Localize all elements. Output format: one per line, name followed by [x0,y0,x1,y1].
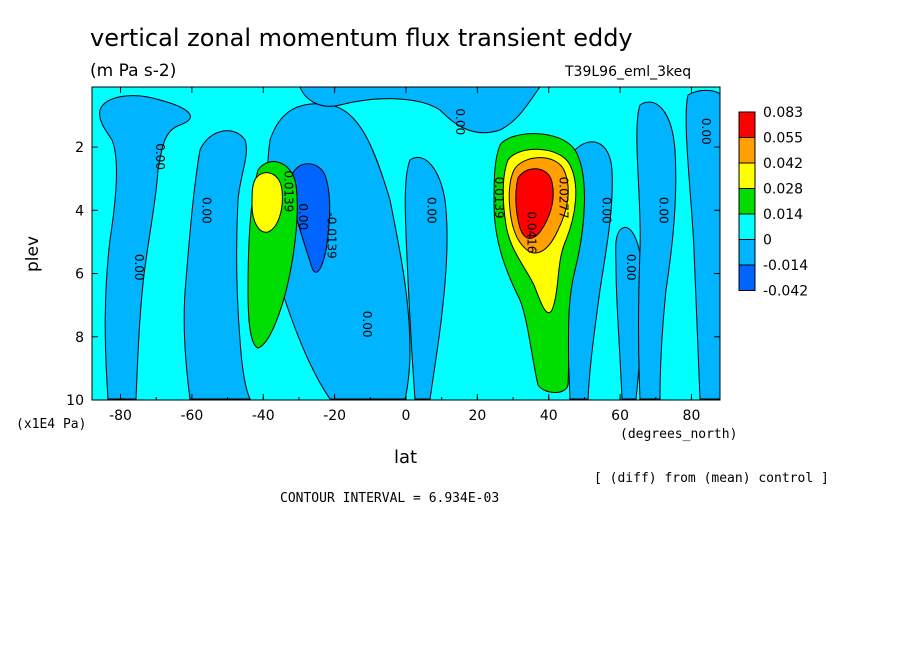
x-tick-label: -40 [252,408,275,424]
run-label: T39L96_eml_3keq [564,64,691,80]
neg-region-sh-mid [183,130,251,400]
neg-region-sh-polar [99,95,191,400]
y-axis-units: (x1E4 Pa) [16,417,86,432]
positive-regions-sh [247,161,298,349]
x-tick-label: 60 [611,408,629,424]
colorbar-label: 0.042 [763,156,803,172]
neg-region-nh-70 [636,101,677,400]
x-axis-units: (degrees_north) [620,427,737,442]
y-axis-title: plev [23,236,43,272]
colorbar-swatch [738,162,756,189]
colorbar-swatch [738,188,756,215]
neg-region-nh-polar [685,89,721,400]
colorbar: 0.083 0.055 0.042 0.028 0.014 0 -0.014 -0.042 [738,105,808,300]
colorbar-label: -0.014 [763,258,808,274]
contour-label: 0.00 [296,203,310,230]
colorbar-label: 0.083 [763,105,803,121]
x-tick-label: 0 [402,408,411,424]
nh-red-core [515,168,554,239]
contour-label: 0.00 [599,197,613,224]
contour-label: 0.00 [453,108,467,135]
contour-interval: CONTOUR INTERVAL = 6.934E-03 [280,491,499,506]
strong-neg-core-sh [291,163,331,273]
y-axis: 2 4 6 8 10 [66,140,720,409]
contour-label: 0.00 [424,197,438,224]
contour-label: 0.00 [360,311,374,338]
x-tick-label: 40 [540,408,558,424]
contour-label: 0.0416 [524,211,538,253]
y-tick-label: 8 [75,330,84,346]
x-axis-title: lat [394,447,417,468]
negative-regions [99,86,721,400]
diff-note: [ (diff) from (mean) control ] [594,471,829,486]
contour-label: 0.00 [624,254,638,281]
x-tick-label: -20 [323,408,346,424]
contour-label: -0.0139 [325,212,339,258]
contour-label: 0.00 [699,118,713,145]
x-tick-label: -80 [109,408,132,424]
x-tick-label: 80 [683,408,701,424]
contour-label: 0.00 [200,197,214,224]
positive-regions-nh [493,133,585,393]
y-tick-label: 10 [66,393,84,409]
y-tick-label: 2 [75,140,84,156]
colorbar-swatch [738,137,756,164]
y-tick-label: 6 [75,267,84,283]
contour-label: 0.0277 [556,177,570,219]
colorbar-swatch [738,213,756,240]
x-tick-label: 20 [468,408,486,424]
neg-region-eq [404,157,448,400]
colorbar-swatch [738,111,756,138]
colorbar-swatch [738,264,756,291]
contour-label: 0.00 [656,197,670,224]
contour-label: 0.0139 [492,177,506,219]
neg-region-top [299,86,542,134]
colorbar-label: 0.055 [763,131,803,147]
contour-label: 0.00 [132,254,146,281]
chart-title: vertical zonal momentum flux transient e… [90,24,633,52]
contour-label: 0.00 [153,143,167,170]
colorbar-label: -0.042 [763,284,808,300]
colorbar-swatch [738,239,756,266]
x-axis: -80 -60 -40 -20 0 20 40 60 80 [109,87,700,424]
x-tick-label: -60 [180,408,203,424]
sh-yellow-region [251,172,283,233]
contour-label: 0.0139 [282,170,296,212]
colorbar-label: 0.014 [763,207,803,223]
chart-units: (m Pa s-2) [90,61,176,81]
y-tick-label: 4 [75,203,84,219]
colorbar-label: 0 [763,233,772,249]
colorbar-label: 0.028 [763,182,803,198]
